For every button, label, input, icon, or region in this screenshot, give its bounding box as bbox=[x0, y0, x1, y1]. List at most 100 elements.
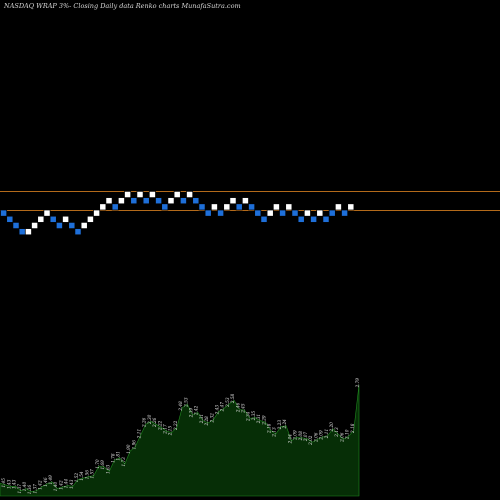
volume-label: 1.42 bbox=[58, 480, 63, 490]
volume-label: 2.34 bbox=[246, 411, 251, 422]
volume-label: 1.46 bbox=[43, 477, 48, 487]
volume-label: 2.06 bbox=[313, 432, 318, 443]
renko-brick-up bbox=[80, 222, 88, 229]
renko-brick-up bbox=[148, 191, 156, 198]
renko-brick-up bbox=[93, 209, 101, 217]
renko-brick-up bbox=[117, 197, 125, 205]
volume-label: 2.30 bbox=[147, 414, 152, 425]
renko-brick-down bbox=[12, 222, 20, 229]
volume-label: 2.02 bbox=[308, 435, 313, 446]
renko-brick-up bbox=[24, 228, 32, 236]
volume-label: 2.23 bbox=[277, 420, 282, 431]
volume-label: 2.22 bbox=[157, 420, 162, 431]
volume-label: 2.45 bbox=[241, 403, 246, 414]
volume-label: 2.53 bbox=[183, 397, 188, 408]
volume-label: 2.42 bbox=[194, 405, 199, 416]
renko-brick-up bbox=[223, 203, 231, 211]
volume-label: 1.52 bbox=[74, 473, 79, 483]
volume-label: 1.36 bbox=[27, 485, 32, 495]
volume-area bbox=[0, 384, 360, 497]
volume-label: 2.18 bbox=[350, 423, 355, 434]
volume-label: 1.42 bbox=[38, 480, 43, 490]
volume-label: 2.43 bbox=[215, 405, 220, 416]
volume-label: 2.32 bbox=[209, 413, 214, 424]
volume-label: 2.58 bbox=[230, 393, 235, 404]
renko-brick-up bbox=[43, 209, 51, 217]
volume-label: 1.37 bbox=[32, 484, 37, 494]
volume-label: 2.79 bbox=[355, 378, 360, 389]
volume-label: 1.96 bbox=[131, 440, 136, 450]
volume-label: 2.18 bbox=[267, 423, 272, 434]
renko-brick-up bbox=[316, 209, 324, 217]
renko-brick-up bbox=[210, 203, 218, 211]
renko-brick-down bbox=[341, 209, 349, 217]
volume-label: 2.46 bbox=[235, 402, 240, 413]
renko-brick-down bbox=[328, 209, 336, 217]
volume-label: 2.26 bbox=[142, 417, 147, 428]
renko-brick-up bbox=[272, 203, 280, 211]
volume-label: 2.13 bbox=[334, 427, 339, 438]
volume-label: 2.29 bbox=[261, 415, 266, 426]
renko-brick-down bbox=[322, 215, 330, 223]
volume-label: 2.28 bbox=[204, 416, 209, 427]
renko-brick-down bbox=[6, 215, 14, 223]
volume-label: 1.45 bbox=[1, 478, 6, 488]
renko-brick-down bbox=[130, 197, 138, 205]
volume-label: 2.17 bbox=[162, 424, 167, 435]
volume-label: 2.08 bbox=[298, 431, 303, 442]
renko-brick-up bbox=[173, 191, 181, 198]
renko-brick-up bbox=[124, 191, 132, 198]
renko-brick-down bbox=[254, 209, 262, 217]
volume-label: 2.07 bbox=[303, 432, 308, 443]
renko-brick-down bbox=[142, 197, 150, 205]
volume-label: 1.81 bbox=[116, 451, 121, 460]
volume-label: 1.70 bbox=[95, 459, 100, 469]
volume-label: 1.69 bbox=[100, 460, 105, 470]
volume-label: 2.26 bbox=[152, 417, 157, 428]
renko-brick-up bbox=[266, 209, 274, 217]
volume-label: 2.09 bbox=[293, 430, 298, 441]
volume-label: 2.24 bbox=[282, 419, 287, 430]
volume-label: 1.43 bbox=[6, 479, 11, 489]
renko-brick-down bbox=[260, 215, 268, 223]
volume-label: 2.35 bbox=[251, 411, 256, 422]
renko-brick-up bbox=[37, 215, 45, 223]
renko-brick-down bbox=[235, 203, 243, 211]
renko-brick-down bbox=[198, 203, 206, 211]
volume-label: 2.39 bbox=[189, 408, 194, 419]
volume-label: 2.47 bbox=[220, 402, 225, 413]
renko-brick-down bbox=[68, 222, 76, 229]
renko-brick-up bbox=[99, 203, 107, 211]
volume-label: 2.20 bbox=[329, 422, 334, 433]
volume-label: 1.73 bbox=[121, 457, 126, 467]
volume-label: 2.10 bbox=[345, 429, 350, 440]
renko-brick-down bbox=[279, 209, 287, 217]
renko-brick-up bbox=[136, 191, 144, 198]
renko-brick-down bbox=[217, 209, 225, 217]
renko-brick-down bbox=[192, 197, 200, 205]
renko-brick-down bbox=[291, 209, 299, 217]
volume-label: 2.31 bbox=[199, 414, 204, 424]
volume-label: 2.22 bbox=[173, 420, 178, 431]
volume-label: 1.47 bbox=[0, 476, 1, 486]
renko-brick-down bbox=[204, 209, 212, 217]
volume-label: 1.78 bbox=[110, 453, 115, 463]
volume-label: 1.90 bbox=[126, 444, 131, 454]
volume-label: 1.44 bbox=[64, 479, 69, 489]
renko-brick-up bbox=[334, 203, 342, 211]
renko-brick-down bbox=[111, 203, 119, 211]
chart-title: NASDAQ WRAP 3%- Closing Daily data Renko… bbox=[3, 2, 241, 10]
volume-label: 2.53 bbox=[225, 397, 230, 408]
volume-label: 2.06 bbox=[339, 432, 344, 443]
renko-brick-down bbox=[55, 222, 63, 229]
renko-brick-up bbox=[303, 209, 311, 217]
volume-label: 2.13 bbox=[272, 427, 277, 438]
renko-brick-down bbox=[49, 215, 57, 223]
renko-brick-up bbox=[167, 197, 175, 205]
volume-label: 1.49 bbox=[48, 475, 53, 485]
renko-brick-up bbox=[186, 191, 194, 198]
renko-brick-up bbox=[229, 197, 237, 205]
volume-label: 2.09 bbox=[319, 430, 324, 441]
volume-label: 1.63 bbox=[105, 464, 110, 474]
